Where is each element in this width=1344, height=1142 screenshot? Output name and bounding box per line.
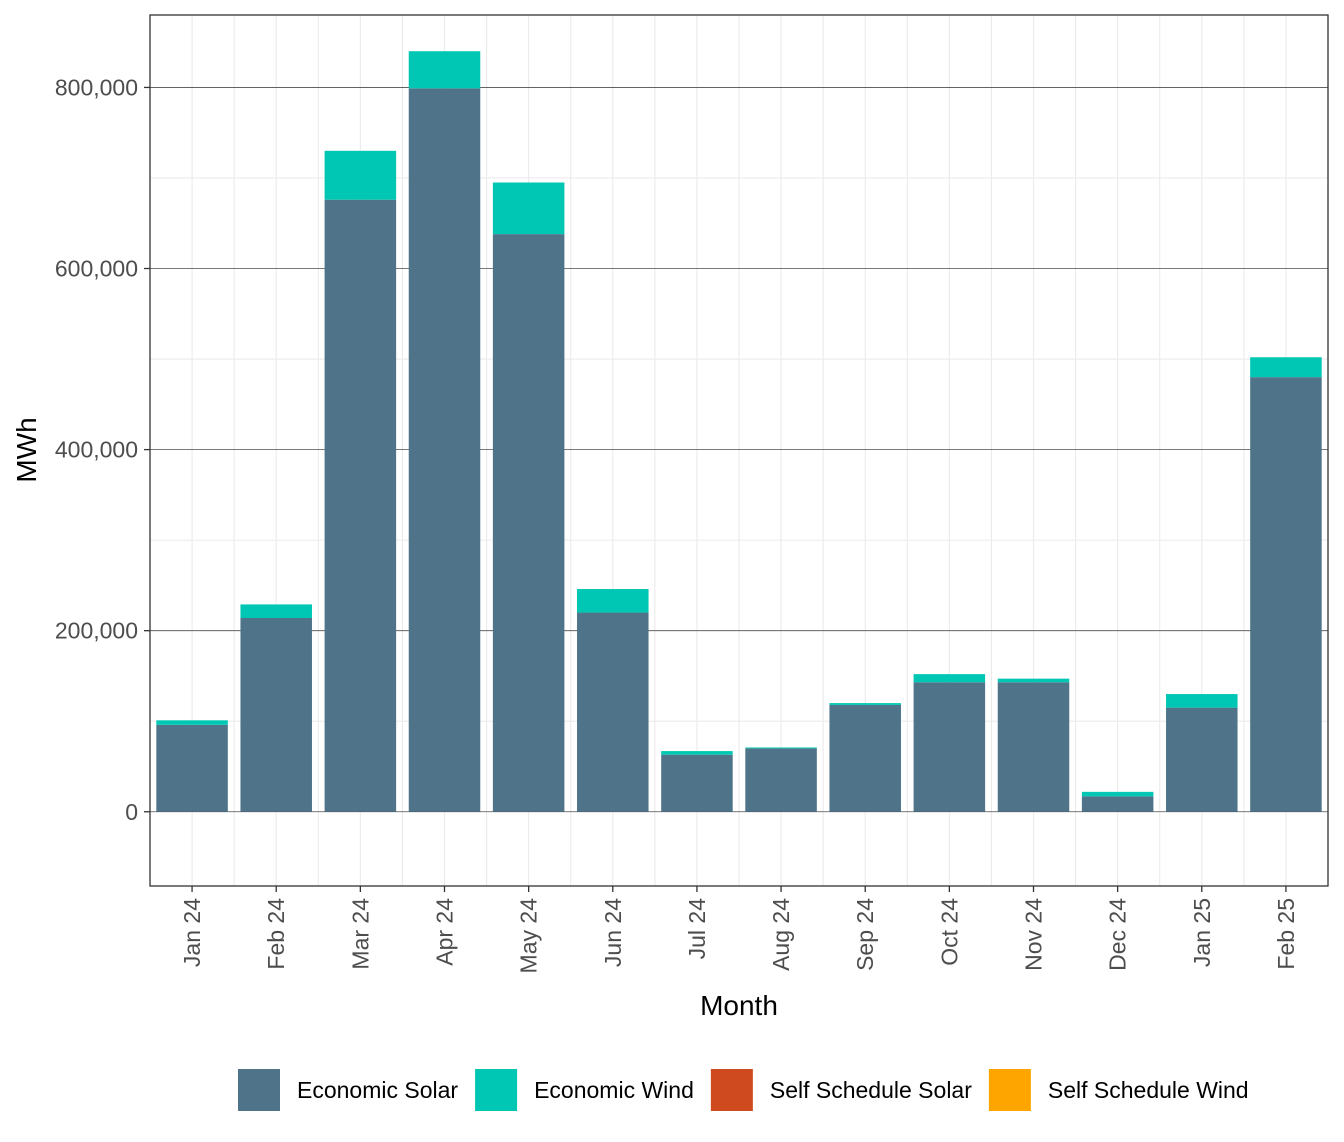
bar-economic-solar [829, 704, 901, 812]
bar-economic-solar [492, 234, 565, 812]
bar-economic-solar [240, 618, 312, 812]
x-tick-label: Jul 24 [684, 898, 710, 960]
bar-economic-wind [492, 182, 565, 235]
bar-economic-solar [661, 754, 733, 812]
y-axis-title: MWh [11, 417, 42, 482]
bar-economic-wind [661, 751, 733, 755]
bar-economic-wind [745, 747, 817, 749]
bar-economic-solar [745, 748, 817, 812]
bar-economic-wind [240, 604, 312, 618]
x-tick-label: Feb 24 [263, 898, 289, 970]
legend-key [238, 1069, 280, 1111]
bar-economic-solar [156, 724, 228, 812]
plot-panel-border [149, 14, 1329, 887]
bar-economic-solar [1166, 707, 1238, 812]
x-tick-label: Mar 24 [347, 898, 373, 970]
bar-economic-wind [577, 589, 649, 613]
legend-key [710, 1069, 753, 1111]
x-tick-label: Apr 24 [432, 898, 458, 966]
bar-economic-wind [1250, 357, 1322, 378]
bar-economic-wind [913, 674, 986, 683]
x-axis-title: Month [700, 990, 778, 1021]
bar-economic-solar [324, 199, 397, 812]
bar-economic-wind [829, 703, 901, 705]
y-tick-label: 200,000 [55, 618, 138, 644]
bar-economic-wind [408, 51, 481, 89]
bar-economic-wind [324, 150, 397, 200]
legend-label: Economic Wind [534, 1077, 694, 1103]
x-tick-label: Jun 24 [600, 898, 626, 967]
y-tick-label: 600,000 [55, 256, 138, 282]
legend-label: Self Schedule Wind [1048, 1077, 1249, 1103]
bar-economic-wind [156, 720, 228, 725]
x-tick-label: May 24 [516, 898, 542, 974]
legend-label: Economic Solar [297, 1077, 458, 1103]
y-axis: 0 200,000 400,000 600,000 800,000 [55, 74, 150, 825]
x-tick-label: Jan 25 [1189, 898, 1215, 967]
x-axis: Jan 24 Feb 24 Mar 24 Apr 24 May 24 Jun 24 Jul … [179, 886, 1299, 973]
bar-economic-solar [913, 682, 986, 812]
x-tick-label: Oct 24 [936, 898, 962, 966]
x-tick-label: Dec 24 [1105, 898, 1131, 971]
bar-economic-solar [577, 612, 649, 812]
legend: Economic Solar Economic Wind Self Schedule… [238, 1069, 1249, 1111]
bar-economic-solar [1250, 377, 1322, 812]
legend-key [988, 1069, 1031, 1111]
bar-economic-solar [408, 88, 481, 812]
bar-economic-solar [1081, 796, 1154, 812]
legend-key [475, 1069, 518, 1111]
y-tick-label: 400,000 [55, 437, 138, 463]
x-tick-label: Nov 24 [1021, 898, 1047, 971]
y-tick-label: 0 [125, 799, 138, 825]
bars [156, 51, 1322, 812]
bar-economic-wind [997, 678, 1070, 683]
bar-economic-wind [1081, 791, 1154, 797]
legend-label: Self Schedule Solar [770, 1077, 972, 1103]
bar-economic-solar [997, 682, 1070, 812]
x-tick-label: Jan 24 [179, 898, 205, 967]
bar-economic-wind [1166, 694, 1238, 708]
x-tick-label: Feb 25 [1273, 898, 1299, 970]
x-tick-label: Aug 24 [768, 898, 794, 971]
x-tick-label: Sep 24 [852, 898, 878, 971]
y-tick-label: 800,000 [55, 74, 138, 100]
